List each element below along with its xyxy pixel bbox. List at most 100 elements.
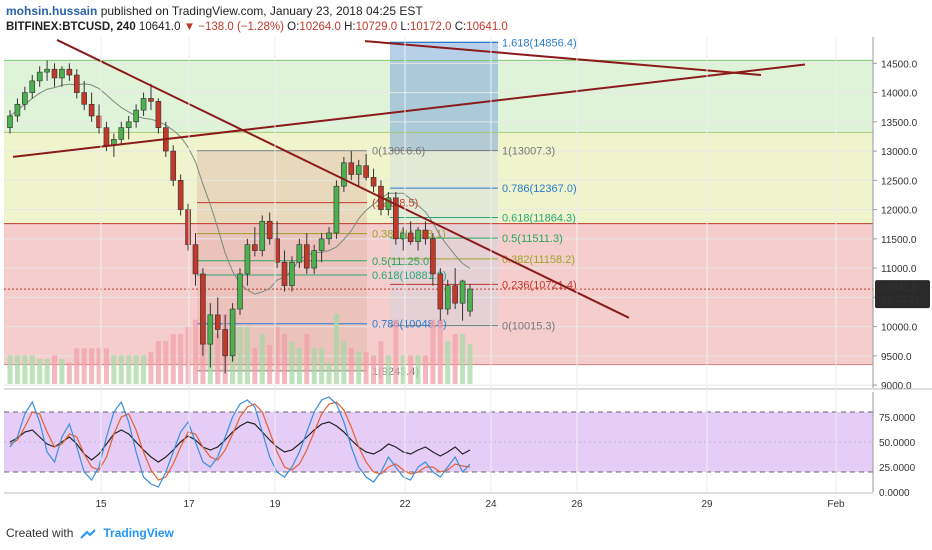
volume-bar (126, 355, 132, 384)
volume-bar (348, 348, 354, 384)
last-price-tag-label: 10641.0 (881, 283, 918, 294)
candle-body (51, 68, 58, 79)
low-value: 10172.0 (409, 21, 452, 33)
volume-bar (133, 355, 139, 384)
candle-body (348, 162, 355, 175)
volume-bar (430, 319, 436, 384)
candle-body (459, 280, 466, 304)
volume-bar (237, 326, 243, 384)
stochastic-pane: 0.0000 25.0000 50.0000 75.0000 (4, 388, 932, 499)
tradingview-cloud-icon (79, 528, 97, 539)
candle-body (148, 98, 154, 102)
time-tick-label: 17 (183, 499, 195, 510)
volume-bar (163, 341, 169, 384)
time-tick-label: 22 (399, 499, 411, 510)
tradingview-brand[interactable]: TradingView (103, 526, 174, 540)
fib-zones (4, 41, 873, 371)
candle-body (66, 68, 73, 76)
time-tick-label: 29 (701, 499, 713, 510)
price-tick-label: 12000.0 (881, 206, 918, 217)
volume-bar (170, 334, 176, 384)
candle-body (370, 177, 377, 187)
candle-body (355, 165, 362, 175)
candle-body (407, 232, 414, 243)
volume-bar (59, 359, 65, 384)
price-tick-label: 13000.0 (881, 147, 918, 158)
candle-body (177, 180, 184, 210)
volume-bar (400, 355, 406, 384)
volume-bar (326, 362, 332, 384)
volume-bar (415, 355, 421, 384)
volume-bar (37, 359, 43, 384)
close-label: C: (454, 21, 467, 33)
volume-bar (29, 355, 35, 384)
candle-body (103, 127, 110, 146)
candle-body (266, 220, 273, 240)
down-arrow-icon: ▼ (183, 21, 196, 33)
candle-body (333, 185, 340, 234)
high-label: H: (344, 21, 356, 33)
candle-body (133, 109, 139, 123)
volume-bar (311, 348, 317, 384)
rsi-line (9, 421, 471, 463)
volume-bar (319, 348, 325, 384)
open-value: 10264.0 (299, 21, 341, 33)
candle-body (444, 285, 451, 310)
fib-level-label: 0.786(12367.0) (502, 183, 577, 195)
fib-left-label: 0.786(10048.8) (372, 319, 447, 331)
trendline (12, 63, 806, 158)
volume-bar (296, 348, 302, 384)
candle-body (296, 244, 303, 263)
stoch-tick-label: 0.0000 (879, 488, 910, 499)
volume-bar (363, 351, 369, 384)
volume-bar (267, 344, 273, 384)
volume-bar (103, 348, 109, 384)
candle-body (430, 238, 436, 275)
volume-bar (118, 355, 124, 384)
candlestick-series (7, 60, 473, 374)
candle-body (289, 261, 295, 286)
volume-bar (155, 341, 161, 384)
time-tick-label: 26 (571, 499, 583, 510)
stoch-band (4, 412, 873, 472)
volume-bar (192, 319, 198, 384)
candle-body (415, 229, 421, 243)
volume-bar (215, 334, 221, 384)
volume-bar (66, 362, 72, 384)
stoch-tick-label: 50.0000 (879, 438, 916, 449)
price-grid (4, 59, 873, 386)
volume-bar (393, 319, 399, 384)
stoch-d-line (9, 401, 471, 481)
candle-body (363, 165, 369, 178)
candle-body (341, 162, 347, 187)
candle-body (422, 229, 429, 240)
candle-body (311, 250, 317, 269)
candle-body (222, 329, 228, 357)
candle-body (140, 98, 147, 111)
fib-level-label: 0.5(11511.3) (502, 233, 563, 245)
candle-body (237, 273, 243, 310)
volume-bar (378, 341, 384, 384)
author-link[interactable]: mohsin.hussain (6, 4, 98, 18)
time-tick-label: 24 (485, 499, 497, 510)
fib-left-label: 0(13006.6) (372, 146, 425, 158)
last-price: 10641.0 (138, 21, 181, 33)
fib-level-label: 0.236(10721.4) (502, 279, 577, 291)
volume-bar (304, 334, 310, 384)
candle-body (207, 314, 214, 345)
low-label: L: (400, 21, 410, 33)
stoch-tick-label: 75.0000 (879, 413, 916, 424)
candle-body (44, 68, 50, 73)
candle-body (125, 121, 132, 128)
candle-body (437, 273, 444, 310)
price-tick-label: 9000.0 (881, 381, 912, 392)
time-axis: 15 17 19 22 24 26 29 Feb (4, 37, 873, 510)
candle-body (252, 244, 258, 251)
volume-bar (460, 334, 466, 384)
volume-bar (74, 348, 80, 384)
volume-bar (148, 351, 154, 384)
candle-body (155, 101, 162, 128)
candle-body (244, 244, 251, 275)
volume-bar (289, 341, 295, 384)
